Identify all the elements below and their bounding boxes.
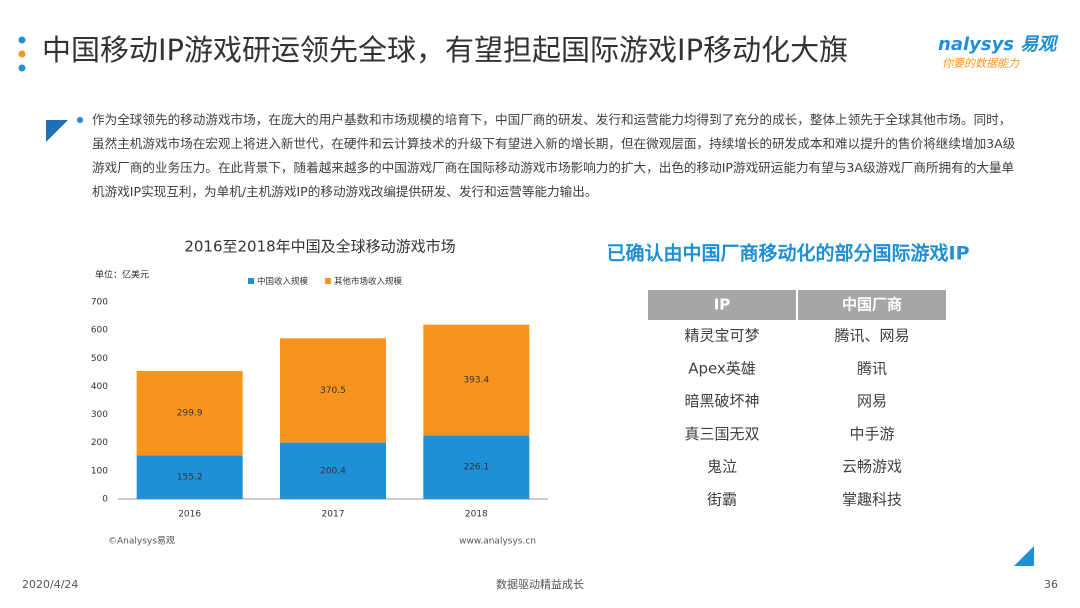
value-label: 393.4	[463, 376, 489, 386]
table-cell: 掌趣科技	[842, 491, 902, 509]
paragraph: 作为全球领先的移动游戏市场，在庞大的用户基数和市场规模的培育下，中国厂商的研发、…	[92, 112, 1016, 199]
table-cell: 中手游	[849, 425, 894, 443]
value-label: 299.9	[177, 409, 203, 419]
chart-title: 2016至2018年中国及全球移动游戏市场	[184, 238, 455, 256]
table-cell: 云畅游戏	[842, 458, 902, 476]
source: ©Analysys易观	[108, 536, 175, 547]
logo: nalysys 易观	[938, 34, 1059, 55]
table-cell: 腾讯	[857, 359, 887, 377]
legend-swatch	[248, 278, 254, 284]
bar-segment	[136, 455, 243, 499]
y-tick-label: 200	[91, 438, 108, 448]
table-cell: 街霸	[707, 491, 737, 509]
value-label: 226.1	[463, 463, 489, 473]
legend-label: 其他市场收入规模	[334, 276, 403, 287]
table-title: 已确认由中国厂商移动化的部分国际游戏IP	[607, 242, 970, 265]
x-tick-label: 2016	[178, 510, 201, 520]
table-cell: 真三国无双	[684, 425, 759, 443]
value-label: 200.4	[320, 466, 346, 476]
bar-segment	[136, 370, 243, 456]
y-tick-label: 700	[91, 298, 108, 308]
dot	[18, 50, 26, 58]
slide-title: 中国移动IP游戏研运领先全球，有望担起国际游戏IP移动化大旗	[42, 33, 848, 67]
bar-segment	[280, 338, 386, 443]
table-cell: 鬼泣	[707, 458, 737, 476]
bar-segment	[423, 435, 530, 499]
corner-mark	[46, 120, 68, 142]
date: 2020/4/24	[22, 578, 78, 591]
page-number: 36	[1044, 578, 1058, 591]
dot	[18, 36, 26, 44]
y-tick-label: 600	[91, 326, 108, 336]
y-tick-label: 500	[91, 354, 108, 364]
y-tick-label: 400	[91, 382, 108, 392]
bullet	[77, 117, 83, 123]
corner-mark	[1014, 546, 1034, 566]
dot	[18, 64, 26, 72]
logo-slogan: 你要的数据能力	[942, 57, 1020, 70]
table-cell: 网易	[857, 392, 887, 410]
x-tick-label: 2017	[322, 510, 345, 520]
bar-segment	[280, 442, 386, 499]
legend-swatch	[325, 278, 332, 284]
table-cell: 精灵宝可梦	[684, 327, 759, 345]
website: www.analysys.cn	[459, 537, 536, 547]
y-tick-label: 300	[91, 410, 108, 420]
table-cell: Apex英雄	[688, 359, 756, 377]
table-header: IP	[714, 296, 731, 314]
value-label: 370.5	[320, 386, 346, 396]
x-tick-label: 2018	[465, 510, 488, 520]
unit-label: 单位：亿美元	[95, 269, 149, 281]
y-tick-label: 100	[91, 466, 108, 476]
table-cell: 腾讯、网易	[834, 327, 909, 345]
y-tick-label: 0	[102, 495, 108, 505]
legend-label: 中国收入规模	[257, 276, 309, 287]
value-label: 155.2	[177, 473, 203, 483]
bar-segment	[423, 324, 530, 436]
table-header: 中国厂商	[842, 296, 902, 314]
table-cell: 暗黑破坏神	[684, 392, 759, 410]
footer-slogan: 数据驱动精益成长	[496, 577, 584, 591]
